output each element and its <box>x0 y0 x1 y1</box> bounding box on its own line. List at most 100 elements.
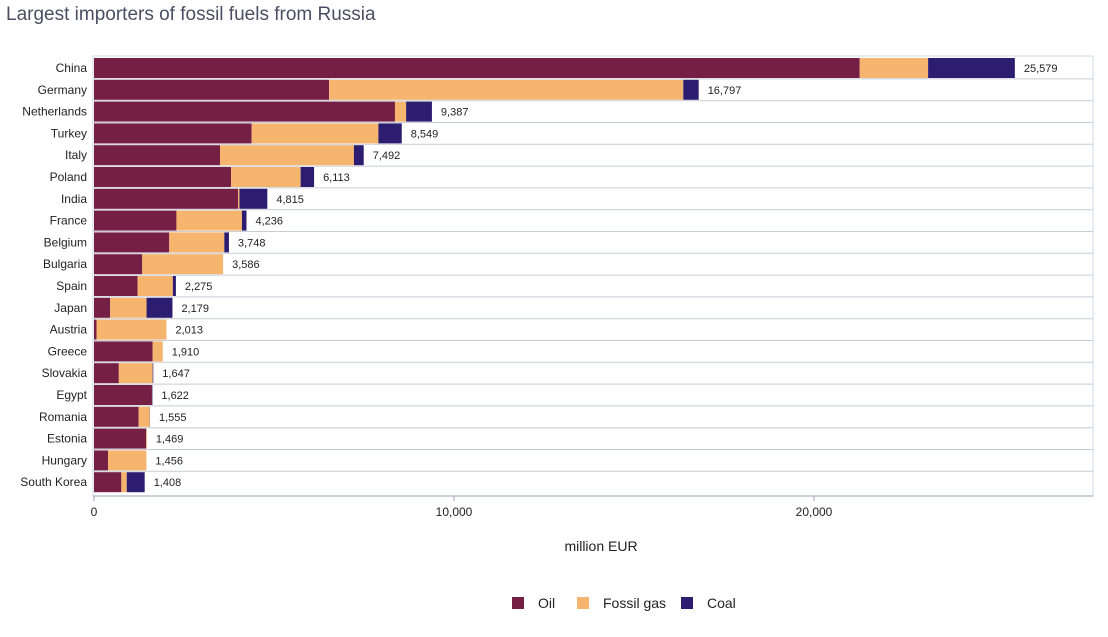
chart-title: Largest importers of fossil fuels from R… <box>6 4 376 25</box>
gridlines <box>93 78 1093 472</box>
bar-segment-oil <box>94 428 147 449</box>
category-label: Turkey <box>51 126 87 140</box>
bar-segment-oil <box>94 79 330 100</box>
category-label: Greece <box>48 344 88 358</box>
legend-swatch-coal <box>681 597 693 609</box>
bar-segment-oil <box>94 210 177 231</box>
bar-segment-fossil-gas <box>142 254 224 275</box>
category-label: Italy <box>65 148 87 162</box>
bar-segment-fossil-gas <box>146 428 147 449</box>
category-label: South Korea <box>20 475 87 489</box>
bar-segment-coal <box>126 472 145 493</box>
bar-segment-oil <box>94 297 111 318</box>
bar-segment-oil <box>94 58 860 78</box>
bar-segment-coal <box>406 101 432 122</box>
bar-segment-oil <box>94 341 153 362</box>
bar-segment-fossil-gas <box>138 406 150 427</box>
bar-segment-oil <box>94 363 119 384</box>
category-label: Spain <box>56 279 87 293</box>
bar-segment-oil <box>94 188 238 209</box>
total-label: 7,492 <box>373 150 401 162</box>
bar-segment-oil <box>94 385 152 405</box>
category-label: Netherlands <box>22 105 87 119</box>
total-label: 9,387 <box>441 107 469 119</box>
category-label: India <box>61 192 87 206</box>
bar-segment-coal <box>152 363 154 384</box>
bar-segment-fossil-gas <box>96 319 167 340</box>
x-tick-label: 10,000 <box>436 505 473 519</box>
legend-label-coal: Coal <box>707 595 736 611</box>
bar-segment-coal <box>683 79 699 100</box>
bar-segment-fossil-gas <box>220 145 354 166</box>
bar-segment-fossil-gas <box>110 297 147 318</box>
total-label: 3,748 <box>238 237 266 249</box>
total-label: 1,910 <box>172 346 200 358</box>
category-label: Hungary <box>42 453 87 467</box>
bar-segment-fossil-gas <box>137 276 173 296</box>
bar-segment-coal <box>172 276 176 296</box>
bar-segment-oil <box>94 406 139 427</box>
bar-segment-coal <box>241 210 247 231</box>
bar-segment-fossil-gas <box>121 472 127 493</box>
category-label: France <box>50 214 88 228</box>
bar-segment-coal <box>928 58 1015 78</box>
bar-segment-coal <box>378 123 402 144</box>
bar-segment-oil <box>94 319 97 340</box>
category-label: Poland <box>50 170 87 184</box>
legend-label-fossil-gas: Fossil gas <box>603 595 666 611</box>
category-label: Japan <box>54 301 87 315</box>
bar-segment-fossil-gas <box>251 123 379 144</box>
category-label: China <box>56 61 88 75</box>
bar-segment-oil <box>94 145 220 166</box>
x-axis-ticks: 0 10,000 20,000 <box>91 496 833 519</box>
category-label: Romania <box>39 410 87 424</box>
category-label: Belgium <box>44 235 87 249</box>
category-label: Austria <box>50 323 88 337</box>
bar-segment-oil <box>94 450 109 471</box>
total-label: 1,469 <box>156 434 184 446</box>
total-label: 16,797 <box>708 85 742 97</box>
total-label: 8,549 <box>411 128 439 140</box>
legend-swatch-fossil-gas <box>577 597 589 609</box>
total-label: 2,013 <box>175 325 203 337</box>
total-label: 1,456 <box>155 455 183 467</box>
x-tick-label: 0 <box>91 505 98 519</box>
category-labels: China Germany Netherlands Turkey Italy Poland… <box>20 61 87 489</box>
total-label: 2,179 <box>181 303 209 315</box>
x-tick-label: 20,000 <box>796 505 833 519</box>
category-label: Slovakia <box>42 366 88 380</box>
total-label: 1,555 <box>159 412 187 424</box>
total-label: 25,579 <box>1024 63 1058 75</box>
bar-segment-oil <box>94 472 122 493</box>
total-label: 1,408 <box>154 477 182 489</box>
category-label: Germany <box>38 83 87 97</box>
total-label: 3,586 <box>232 259 260 271</box>
bar-segment-fossil-gas <box>108 450 147 471</box>
legend: Oil Fossil gas Coal <box>512 595 736 611</box>
bars <box>94 58 1015 493</box>
bar-segment-fossil-gas <box>231 167 301 187</box>
bar-segment-coal <box>146 297 173 318</box>
bar-segment-fossil-gas <box>329 79 684 100</box>
bar-segment-fossil-gas <box>118 363 153 384</box>
bar-segment-oil <box>94 101 395 122</box>
bar-segment-coal <box>300 167 315 187</box>
bar-segment-coal <box>353 145 364 166</box>
bar-segment-oil <box>94 232 170 253</box>
total-label: 2,275 <box>185 281 213 293</box>
bar-segment-oil <box>94 254 143 275</box>
bar-segment-oil <box>94 123 252 144</box>
category-label: Estonia <box>47 432 87 446</box>
total-label: 1,622 <box>161 390 189 402</box>
bar-segment-fossil-gas <box>176 210 242 231</box>
legend-label-oil: Oil <box>538 595 555 611</box>
bar-segment-coal <box>239 188 268 209</box>
bar-segment-oil <box>94 276 138 296</box>
bar-segment-fossil-gas <box>152 341 163 362</box>
bar-segment-fossil-gas <box>394 101 407 122</box>
total-label: 6,113 <box>323 172 350 184</box>
bar-segment-fossil-gas <box>238 188 240 209</box>
legend-swatch-oil <box>512 597 524 609</box>
